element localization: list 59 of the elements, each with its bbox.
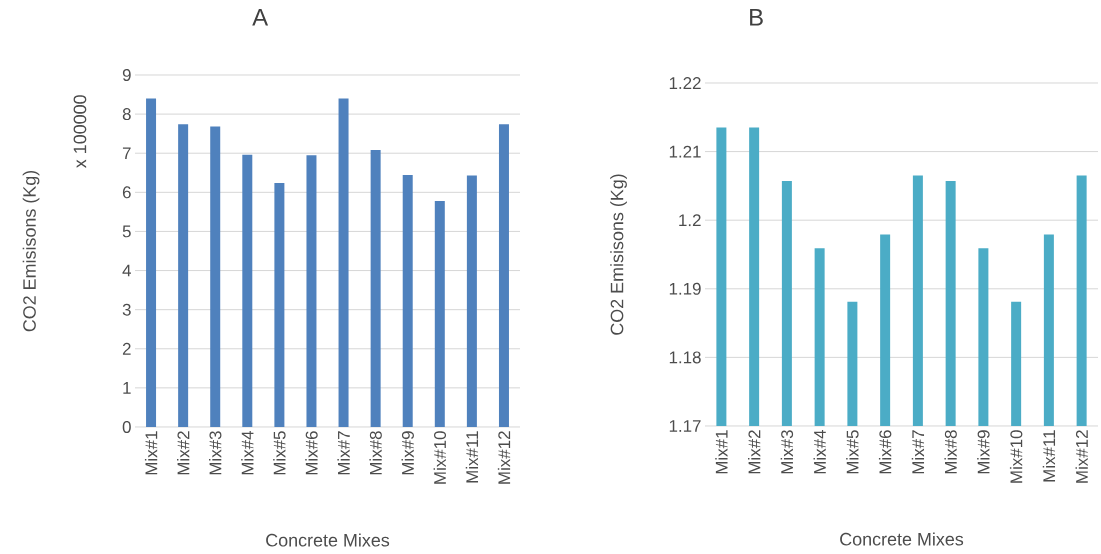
y-tick-label: 4: [122, 264, 131, 277]
bar: [434, 200, 445, 427]
x-tick-label: Mix#3: [209, 431, 222, 475]
x-tick-label: Mix#6: [878, 430, 892, 474]
y-tick-label: 3: [122, 303, 131, 316]
y-tick-label: 0: [122, 420, 131, 433]
y-tick-label: 1.2: [679, 214, 701, 227]
bar: [178, 124, 189, 427]
bar: [210, 126, 221, 427]
x-axis-title: Concrete Mixes: [840, 532, 964, 546]
bar: [242, 154, 253, 427]
y-tick-label: 6: [122, 186, 131, 199]
y-tick-label: 1.17: [669, 420, 701, 432]
bar: [274, 182, 285, 427]
x-tick-label: Mix#2: [748, 430, 761, 474]
x-tick-label: Mix#6: [305, 431, 318, 475]
y-tick-label: 9: [122, 69, 131, 81]
x-tick-label: Mix#7: [337, 431, 350, 475]
bar: [370, 150, 381, 427]
bar: [466, 175, 477, 427]
x-tick-label: Mix#9: [977, 430, 990, 474]
x-tick-label: Mix#11: [465, 431, 479, 483]
x-tick-label: Mix#12: [497, 431, 511, 484]
y-axis-title: CO2 Emisisons (Kg): [610, 174, 627, 335]
y-axis-title: CO2 Emisisons (Kg): [22, 170, 40, 332]
x-tick-label: Mix#1: [144, 431, 158, 475]
x-tick-label: Mix#5: [273, 431, 286, 475]
x-tick-label: Mix#1: [715, 430, 728, 474]
x-tick-label: Mix#7: [911, 430, 925, 474]
y-tick-label: 2: [122, 342, 131, 355]
x-tick-label: Mix#11: [1042, 430, 1056, 482]
y-tick-label: 8: [122, 108, 131, 121]
x-tick-label: Mix#9: [401, 431, 414, 475]
y-tick-label: 1.19: [669, 282, 701, 295]
y-tick-label: 1.18: [669, 351, 701, 364]
y-tick-label: 1.22: [669, 77, 701, 89]
y-tick-label: 1.21: [669, 145, 701, 158]
bar: [498, 124, 509, 427]
y-tick-label: 5: [122, 225, 131, 238]
bar: [402, 175, 413, 427]
y-tick-label: 1: [123, 382, 131, 394]
x-tick-label: Mix#10: [433, 431, 447, 484]
x-tick-label: Mix#8: [944, 430, 957, 474]
x-tick-label: Mix#12: [1075, 430, 1088, 483]
text: x 100000: [73, 95, 87, 169]
x-tick-label: Mix#4: [241, 431, 254, 475]
bar: [306, 155, 317, 427]
x-tick-label: Mix#10: [1009, 430, 1023, 483]
bar: [338, 98, 349, 427]
x-tick-label: Mix#2: [177, 431, 190, 475]
chart-title: B: [750, 9, 763, 26]
y-tick-label: 7: [122, 147, 131, 160]
bar: [146, 98, 157, 427]
x-tick-label: Mix#8: [369, 431, 382, 475]
x-axis-title: Concrete Mixes: [266, 533, 390, 547]
chart-title: A: [252, 9, 269, 26]
x-tick-label: Mix#3: [780, 430, 794, 474]
x-tick-label: Mix#4: [813, 430, 826, 474]
x-tick-label: Mix#5: [846, 430, 859, 474]
